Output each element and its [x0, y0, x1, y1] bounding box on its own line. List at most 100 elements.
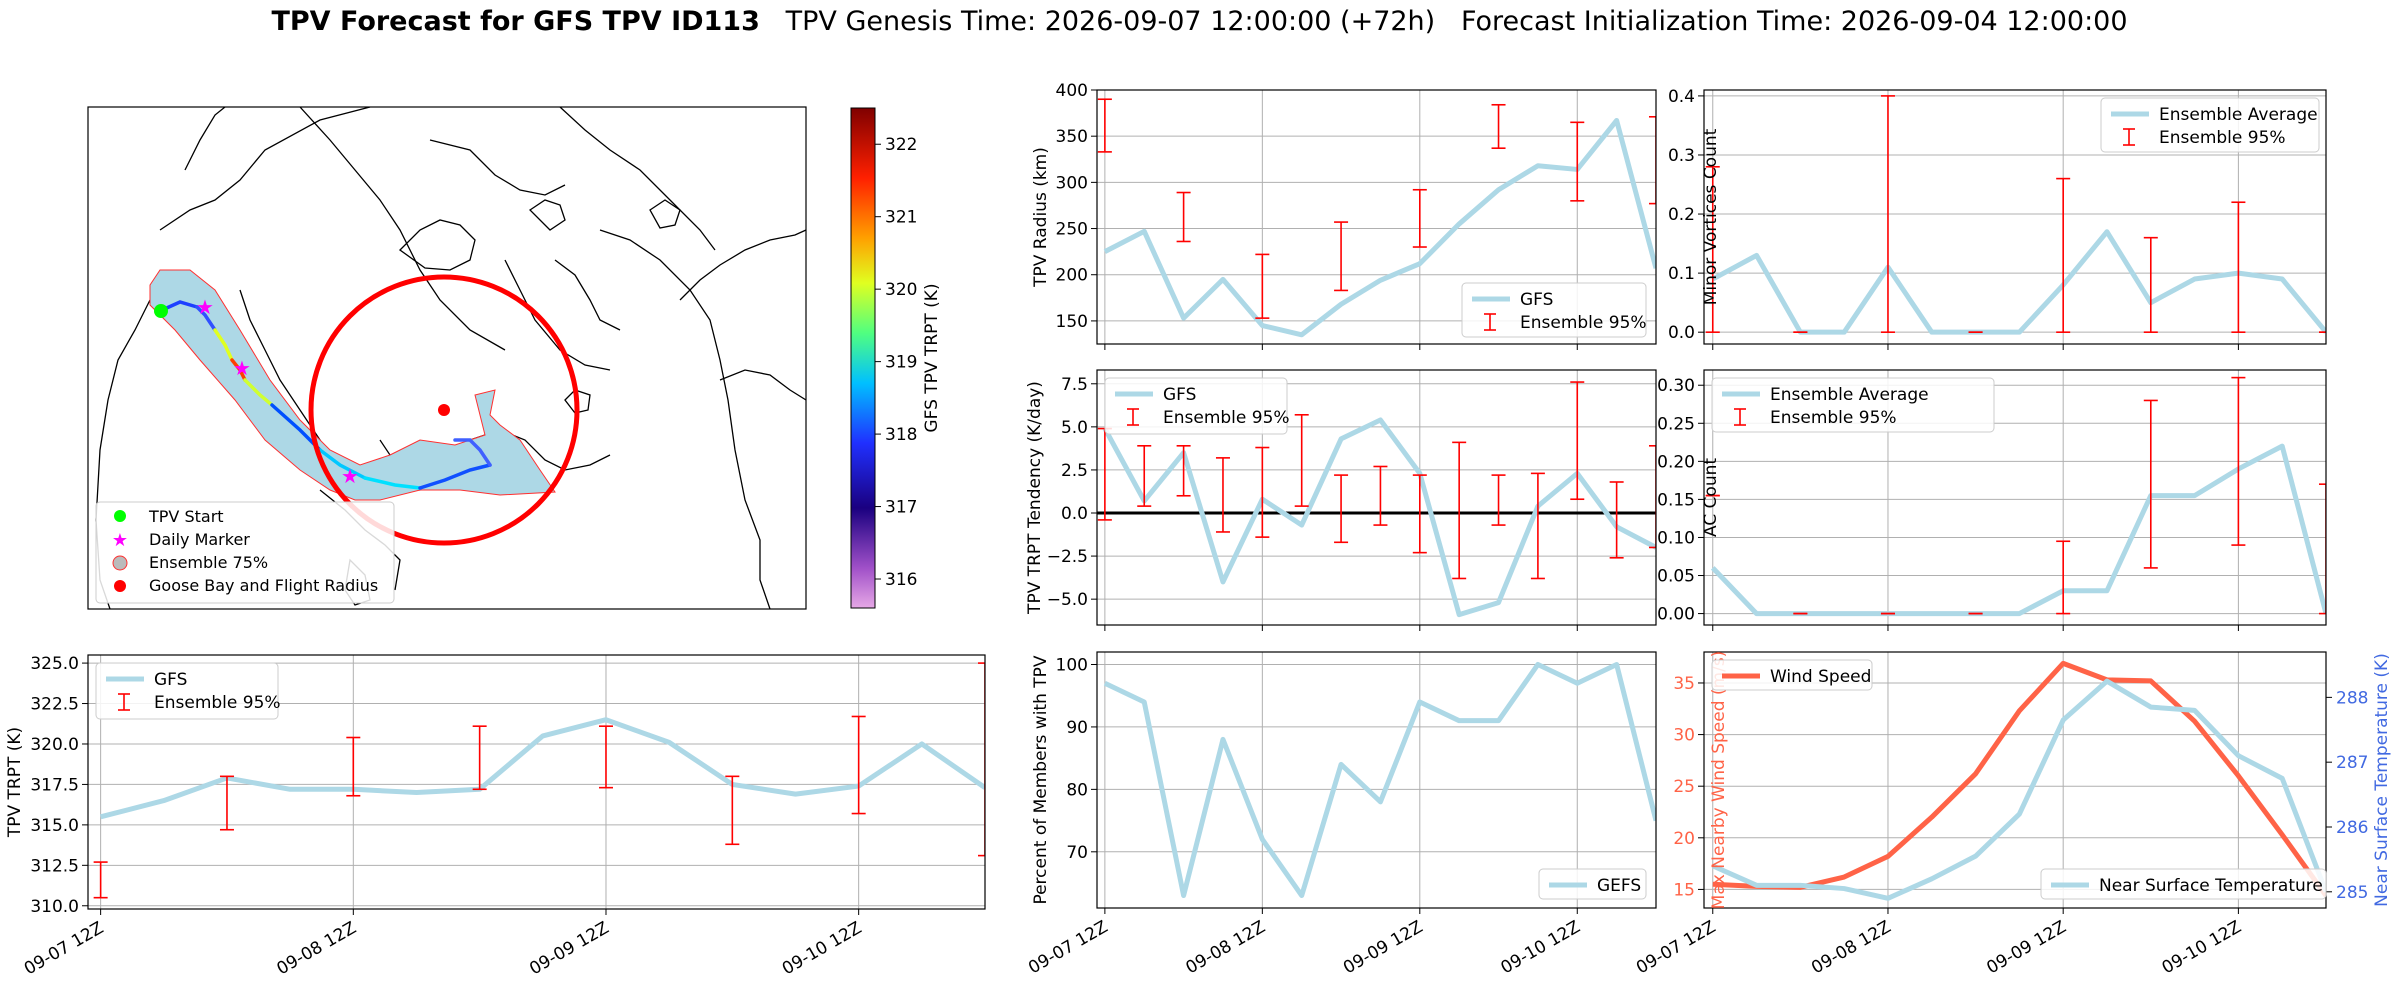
y-tick-label: 0.20 [1657, 452, 1695, 472]
y2-tick-label: 286 [2336, 818, 2368, 838]
y-tick-label: 312.5 [30, 856, 79, 876]
series-line [1102, 417, 1656, 618]
y-tick-label: 325.0 [30, 654, 79, 674]
y-tick-label: 15 [1673, 880, 1695, 900]
chart-legend: Ensemble Average Ensemble 95% [1711, 377, 1995, 433]
colorbar-tick-label: 319 [885, 353, 917, 373]
plot-marks [1705, 95, 2326, 335]
colorbar-tick-label: 320 [885, 280, 917, 300]
colorbar-tick-label: 316 [885, 570, 917, 590]
y-axis-label: TPV TRPT Tendency (K/day) [1025, 381, 1045, 615]
legend-star-icon: ★ [112, 530, 128, 551]
plot-marks [1097, 381, 1656, 618]
y-tick-label: 400 [1056, 81, 1088, 101]
y-tick-label: 0.2 [1668, 205, 1695, 225]
y-tick-label: −2.5 [1047, 547, 1088, 567]
chart-legend: GFS Ensemble 95% [1104, 377, 1290, 435]
figure-title-rest: TPV Genesis Time: 2026-09-07 12:00:00 (+… [759, 6, 2128, 37]
legend-box [2100, 97, 2320, 153]
legend-label: GFS [1520, 290, 1553, 310]
plot-frame [1096, 89, 1657, 345]
y-tick-label: 0.1 [1668, 264, 1695, 284]
y-tick-label: 322.5 [30, 695, 79, 715]
y2-tick-label: 285 [2336, 883, 2368, 903]
figure-title: TPV Forecast for GFS TPV ID113 TPV Genes… [0, 6, 2399, 37]
goose-bay-marker [438, 404, 450, 416]
chart-legend: Near Surface Temperature [2040, 868, 2327, 900]
y-tick-label: 250 [1056, 220, 1088, 240]
y-tick-label: 7.5 [1061, 375, 1088, 395]
chart-trpt: 310.0312.5315.0317.5320.0322.5325.009-07… [5, 654, 986, 979]
y-tick-label: 0.15 [1657, 490, 1695, 510]
y-axis-label: Percent of Members with TPV [1031, 655, 1051, 904]
y-axis-label: Minor Vortices Count [1701, 128, 1721, 305]
series-line [1711, 229, 2326, 335]
legend-label: GFS [154, 670, 187, 690]
chart-tendency: −5.0 −2.5 0.0 2.5 5.0 7.5 TPV TRPT Tendency (K… [1025, 369, 1657, 631]
y-tick-label: 0.0 [1061, 504, 1088, 524]
y-axis-label: TPV TRPT (K) [5, 727, 25, 838]
series-line [1103, 117, 1656, 338]
y-tick-label: 320.0 [30, 735, 79, 755]
figure-title-bold: TPV Forecast for GFS TPV ID113 [271, 6, 760, 37]
y-tick-label: 0.25 [1657, 414, 1695, 434]
legend-box [2040, 868, 2327, 900]
y-tick-label: 0.4 [1668, 87, 1695, 107]
ensemble-75-region [149, 269, 556, 501]
plot-marks [1711, 660, 2326, 901]
y-tick-label: 0.00 [1657, 605, 1695, 625]
legend-label: Wind Speed [1770, 667, 1871, 687]
plot-frame [1703, 651, 2327, 909]
y-tick-label: 100 [1056, 655, 1088, 675]
plot-marks [1103, 661, 1656, 899]
y-tick-label: 0.30 [1657, 376, 1695, 396]
legend-label: Near Surface Temperature [2099, 876, 2323, 896]
colorbar-tick-label: 321 [885, 208, 917, 228]
daily-marker: ★ [196, 295, 214, 319]
y-tick-label: 90 [1066, 718, 1088, 738]
y-tick-label: 80 [1066, 780, 1088, 800]
legend-start-icon [114, 510, 126, 522]
y-tick-label: 0.10 [1657, 528, 1695, 548]
y-tick-label: 300 [1056, 173, 1088, 193]
y2-axis-label: Near Surface Temperature (K) [2372, 653, 2392, 907]
y-tick-label: 317.5 [30, 775, 79, 795]
y-tick-label: 315.0 [30, 816, 79, 836]
y-axis-label: TPV Radius (km) [1031, 147, 1051, 288]
chart-legend: Wind Speed [1711, 659, 1873, 691]
series-line [100, 717, 985, 820]
plot-marks [1097, 98, 1656, 338]
chart-legend: GFS Ensemble 95% [95, 662, 281, 720]
plot-frame [87, 654, 986, 910]
x-tick-label: 09-10 12Z [2159, 917, 2245, 978]
legend-box [1538, 868, 1647, 900]
daily-marker: ★ [341, 464, 359, 488]
colorbar-tick-label: 317 [885, 498, 917, 518]
series-line [1710, 443, 2326, 617]
legend-label: GEFS [1597, 876, 1641, 896]
map-legend-item: Goose Bay and Flight Radius [149, 576, 378, 595]
legend-box [1711, 659, 1873, 691]
legend-goose-icon [114, 580, 126, 592]
legend-box [1711, 377, 1995, 433]
y-tick-label: 2.5 [1061, 461, 1088, 481]
legend-label: Ensemble Average [1770, 385, 1929, 405]
x-tick-label: 09-09 12Z [1983, 917, 2069, 978]
x-tick-label: 09-08 12Z [1808, 917, 1894, 978]
map-legend-item: TPV Start [148, 507, 224, 526]
y-tick-label: 25 [1673, 777, 1695, 797]
flight-radius-circle [308, 274, 580, 546]
plot-marks [1705, 376, 2326, 617]
y-axis-label: Max Nearby Wind Speed (m/s) [1709, 651, 1729, 910]
plot-frame [1703, 369, 2327, 626]
colorbar-tick-label: 322 [885, 135, 917, 155]
series-line [1103, 661, 1656, 899]
daily-marker: ★ [233, 356, 251, 380]
y-tick-label: −5.0 [1047, 590, 1088, 610]
map-area: ★ ★ ★ TPV Start ★ Daily Marker Ensemble … [88, 107, 806, 609]
y-tick-label: 0.05 [1657, 567, 1695, 587]
colorbar: 316 317 318 319 320 321 322 GFS TPV TRPT (K) [850, 107, 942, 609]
